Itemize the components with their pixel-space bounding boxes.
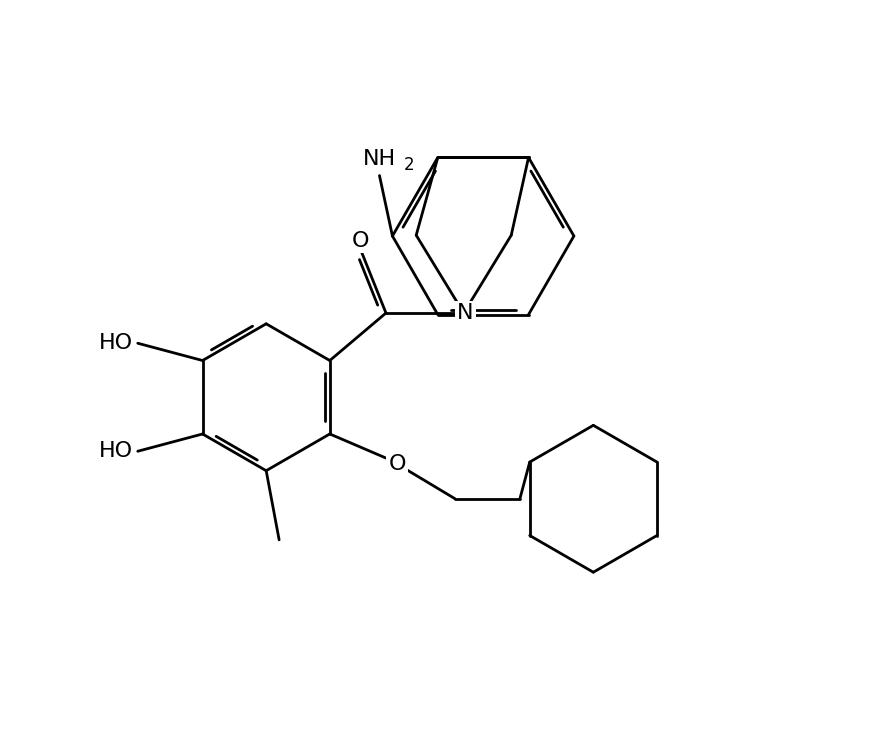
Text: O: O <box>351 231 368 251</box>
Text: O: O <box>388 454 405 474</box>
Text: HO: HO <box>99 333 133 353</box>
Text: HO: HO <box>99 441 133 461</box>
Text: N: N <box>457 303 474 323</box>
Text: NH: NH <box>362 148 396 169</box>
Text: 2: 2 <box>403 156 414 174</box>
